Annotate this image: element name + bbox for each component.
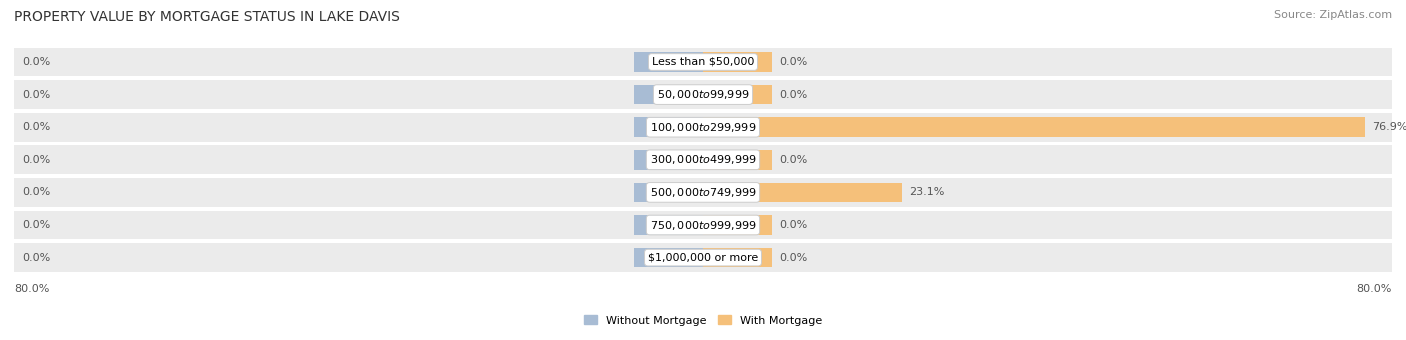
Bar <box>703 248 772 267</box>
Bar <box>703 150 772 170</box>
Text: 0.0%: 0.0% <box>22 122 51 132</box>
Text: 0.0%: 0.0% <box>22 57 51 67</box>
Bar <box>634 215 703 235</box>
Bar <box>634 248 703 267</box>
Text: 0.0%: 0.0% <box>22 155 51 165</box>
Bar <box>14 80 1392 109</box>
Text: 80.0%: 80.0% <box>14 284 49 294</box>
Text: 0.0%: 0.0% <box>779 90 807 100</box>
Text: 0.0%: 0.0% <box>22 90 51 100</box>
Bar <box>14 243 1392 272</box>
Bar <box>14 146 1392 174</box>
Bar <box>703 215 772 235</box>
Text: $500,000 to $749,999: $500,000 to $749,999 <box>650 186 756 199</box>
Bar <box>703 183 901 202</box>
Text: Less than $50,000: Less than $50,000 <box>652 57 754 67</box>
Bar <box>14 178 1392 207</box>
Text: $50,000 to $99,999: $50,000 to $99,999 <box>657 88 749 101</box>
Bar <box>634 183 703 202</box>
Text: $750,000 to $999,999: $750,000 to $999,999 <box>650 219 756 232</box>
Text: 0.0%: 0.0% <box>779 155 807 165</box>
Text: 0.0%: 0.0% <box>779 220 807 230</box>
Bar <box>634 150 703 170</box>
Text: PROPERTY VALUE BY MORTGAGE STATUS IN LAKE DAVIS: PROPERTY VALUE BY MORTGAGE STATUS IN LAK… <box>14 10 399 24</box>
Bar <box>14 211 1392 239</box>
Bar <box>703 117 1365 137</box>
Text: $100,000 to $299,999: $100,000 to $299,999 <box>650 121 756 134</box>
Bar <box>634 117 703 137</box>
Text: 80.0%: 80.0% <box>1357 284 1392 294</box>
Text: 0.0%: 0.0% <box>779 57 807 67</box>
Text: 0.0%: 0.0% <box>22 187 51 198</box>
Text: 0.0%: 0.0% <box>22 253 51 262</box>
Text: $300,000 to $499,999: $300,000 to $499,999 <box>650 153 756 166</box>
Text: $1,000,000 or more: $1,000,000 or more <box>648 253 758 262</box>
Bar <box>703 52 772 72</box>
Text: 76.9%: 76.9% <box>1372 122 1406 132</box>
Bar <box>703 85 772 104</box>
Bar <box>634 85 703 104</box>
Bar <box>14 113 1392 141</box>
Text: Source: ZipAtlas.com: Source: ZipAtlas.com <box>1274 10 1392 20</box>
Text: 0.0%: 0.0% <box>779 253 807 262</box>
Bar <box>634 52 703 72</box>
Bar <box>14 48 1392 76</box>
Legend: Without Mortgage, With Mortgage: Without Mortgage, With Mortgage <box>583 315 823 326</box>
Text: 0.0%: 0.0% <box>22 220 51 230</box>
Text: 23.1%: 23.1% <box>908 187 945 198</box>
